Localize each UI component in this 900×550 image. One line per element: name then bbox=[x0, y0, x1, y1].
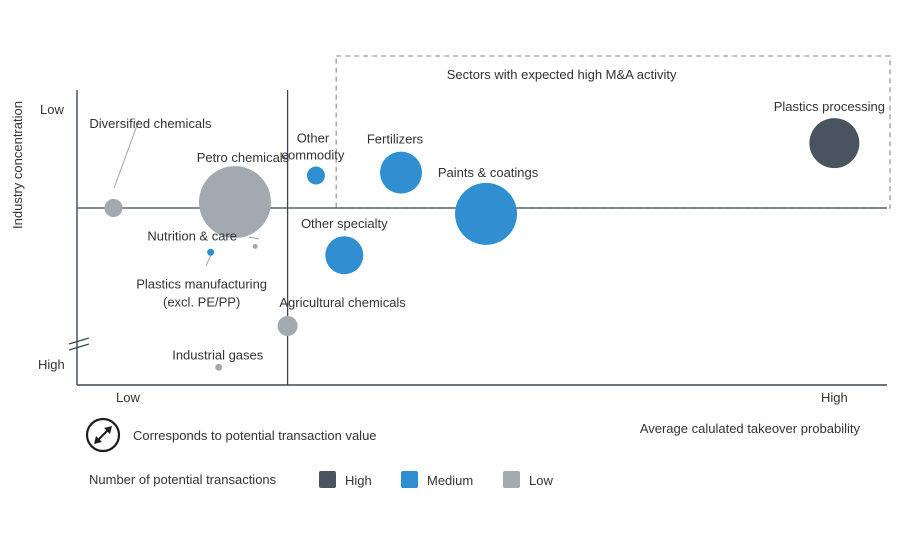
bubble-diversified-chemicals bbox=[104, 199, 123, 217]
double-arrow-icon bbox=[94, 426, 112, 444]
bubble-nutrition-care bbox=[252, 243, 258, 249]
bubble-label-other-specialty: Other specialty bbox=[301, 216, 388, 231]
bubble-plastics-manufacturing-excl-pe-pp bbox=[207, 248, 215, 256]
size-legend-text: Corresponds to potential transaction val… bbox=[133, 428, 377, 443]
bubble-other-specialty bbox=[325, 236, 364, 275]
bubble-label-industrial-gases: Industrial gases bbox=[172, 347, 264, 362]
bubble-fertilizers bbox=[380, 151, 422, 194]
bubble-other-commodity bbox=[306, 166, 325, 185]
x-axis-title: Average calulated takeover probability bbox=[640, 421, 861, 436]
bubble-label-paints-coatings: Paints & coatings bbox=[438, 165, 539, 180]
bubble-label-diversified-chemicals: Diversified chemicals bbox=[89, 116, 212, 131]
category-legend: Number of potential transactions High Med… bbox=[89, 471, 553, 488]
bubble-layer bbox=[104, 118, 860, 371]
x-axis-low-label: Low bbox=[116, 390, 140, 405]
bubble-petro-chemicals bbox=[198, 166, 271, 239]
size-legend: Corresponds to potential transaction val… bbox=[85, 417, 377, 453]
legend-label-medium: Medium bbox=[427, 473, 473, 488]
highlight-region-label: Sectors with expected high M&A activity bbox=[447, 67, 677, 82]
bubble-label-other-commodity: Other commodity bbox=[282, 131, 345, 163]
x-axis-high-label: High bbox=[821, 390, 848, 405]
y-axis-high-label: High bbox=[38, 357, 65, 372]
legend-swatch-high bbox=[319, 471, 336, 488]
y-axis-low-label: Low bbox=[40, 102, 64, 117]
leader-line-nutrition-care bbox=[248, 236, 260, 240]
bubble-label-petro-chemicals: Petro chemicals bbox=[197, 150, 290, 165]
legend-label-high: High bbox=[345, 473, 372, 488]
bubble-paints-coatings bbox=[455, 182, 518, 245]
y-axis-break-mark bbox=[68, 337, 90, 351]
bubble-industrial-gases bbox=[215, 363, 223, 371]
legend-label-low: Low bbox=[529, 473, 553, 488]
bubble-label-nutrition-care: Nutrition & care bbox=[147, 228, 237, 243]
y-axis-title: Industry concentration bbox=[10, 101, 25, 229]
legend-swatch-low bbox=[503, 471, 520, 488]
bubble-agricultural-chemicals bbox=[277, 316, 298, 336]
bubble-label-fertilizers: Fertilizers bbox=[367, 132, 424, 147]
bubble-label-plastics-manufacturing-excl-pe-pp: Plastics manufacturing (excl. PE/PP) bbox=[136, 276, 267, 309]
legend-swatch-medium bbox=[401, 471, 418, 488]
bubble-plastics-processing bbox=[809, 118, 860, 169]
leader-line-diversified-chemicals bbox=[113, 119, 140, 189]
category-legend-title: Number of potential transactions bbox=[89, 472, 277, 487]
size-legend-icon bbox=[85, 417, 121, 453]
bubble-label-plastics-processing: Plastics processing bbox=[774, 99, 885, 114]
bubble-label-agricultural-chemicals: Agricultural chemicals bbox=[279, 295, 406, 310]
